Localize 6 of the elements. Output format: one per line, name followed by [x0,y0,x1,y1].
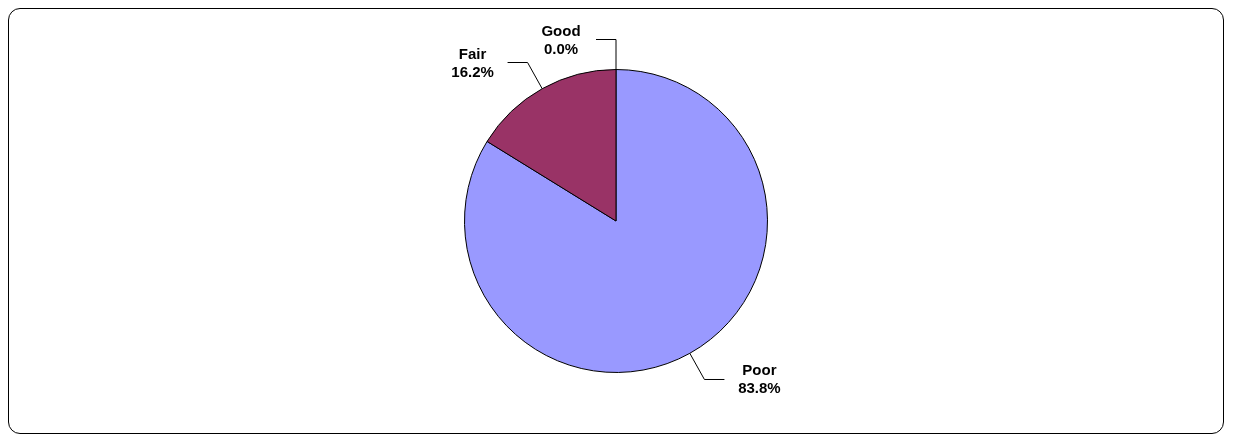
slice-label: Poor [742,361,777,379]
data-label: 16.2% [451,62,494,80]
slice-label: Fair [458,44,487,62]
text: 0.0% [543,39,579,57]
category-label: Good [541,21,581,39]
data-label: 83.8% [738,379,781,397]
